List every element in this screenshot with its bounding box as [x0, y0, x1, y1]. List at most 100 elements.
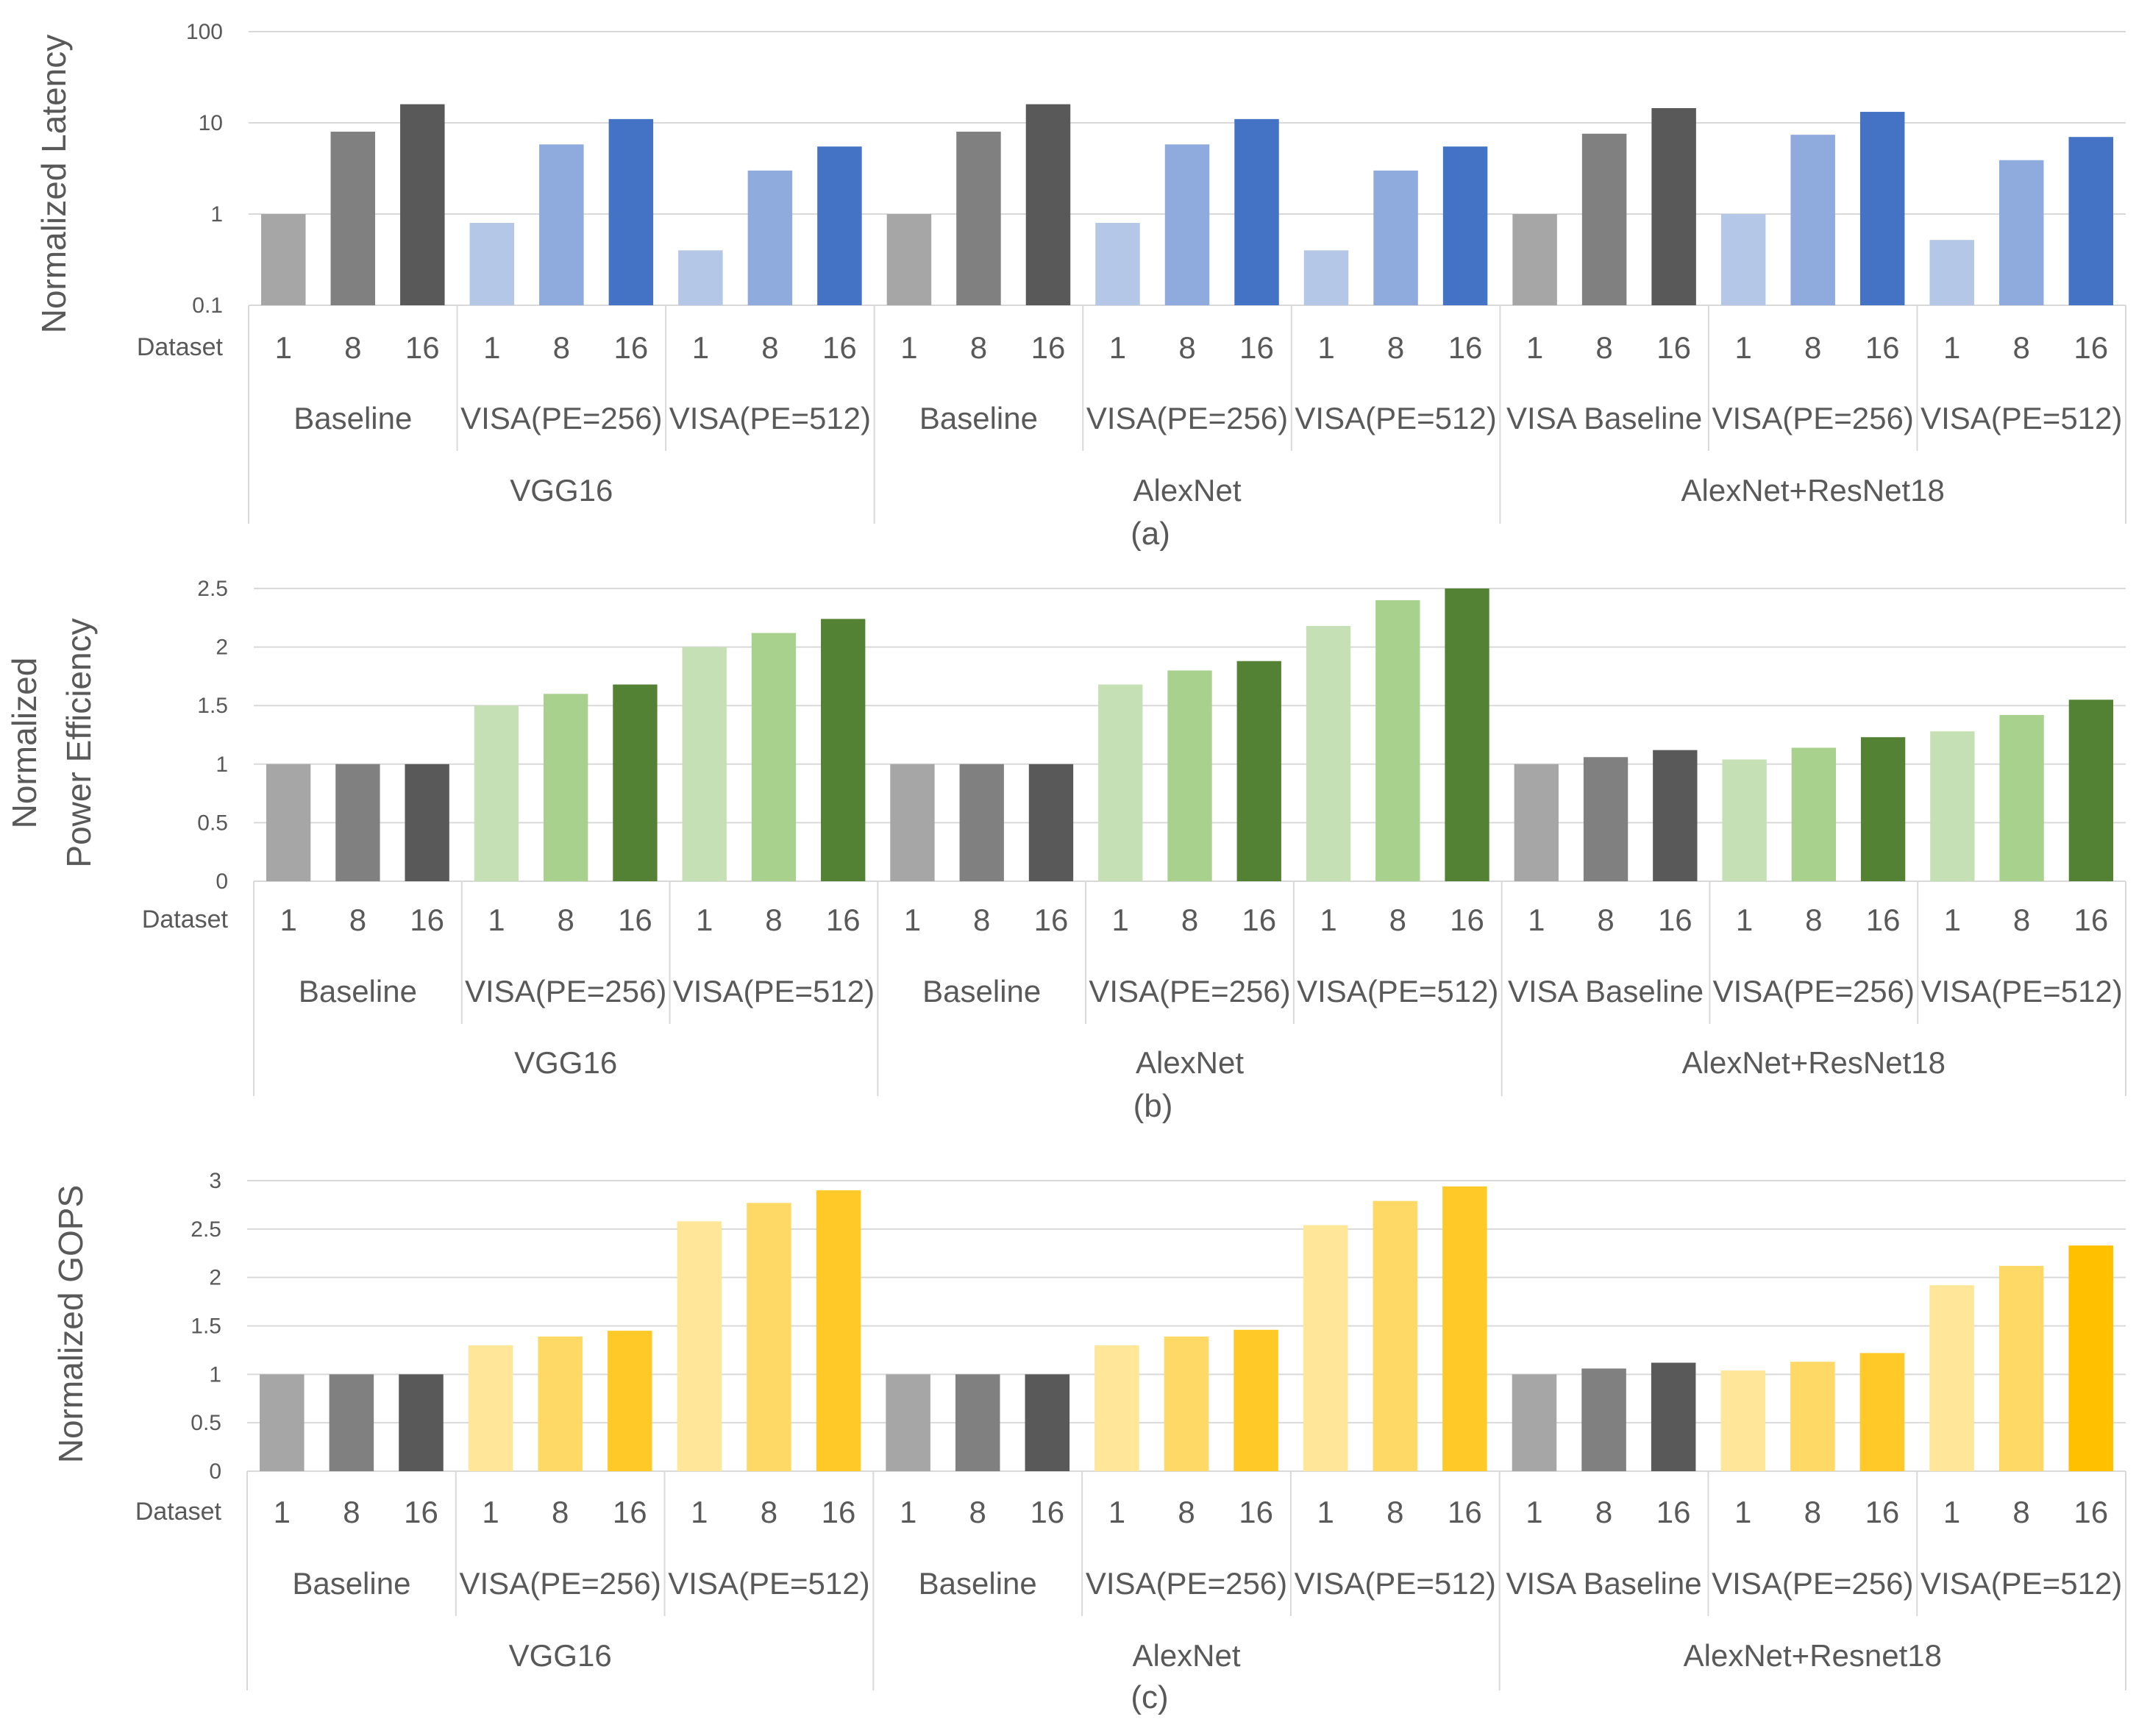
config-label: Baseline — [919, 1566, 1037, 1601]
bar — [1859, 1353, 1905, 1471]
dataset-tick-label: 8 — [1389, 903, 1406, 937]
bar — [1581, 133, 1627, 305]
bar — [1375, 600, 1420, 881]
dataset-tick-label: 16 — [1656, 1495, 1691, 1529]
y-tick-label: 2.5 — [197, 577, 228, 601]
dataset-tick-label: 8 — [1805, 903, 1822, 937]
bar — [1234, 1329, 1278, 1471]
panel-power-efficiency: 0 0.5 1 1.5 2 2.5 Normalized Power Efficiency 1 8… — [5, 577, 2126, 1124]
bar — [468, 1345, 513, 1471]
y-axis-title: Normalized — [5, 658, 43, 829]
config-label: VISA(PE=256) — [1086, 1566, 1287, 1601]
config-label: Baseline — [292, 1566, 410, 1601]
dataset-tick-label: 16 — [1865, 330, 1900, 365]
bar — [886, 1374, 930, 1471]
dataset-tick-label: 8 — [552, 1495, 569, 1529]
bar — [677, 1221, 722, 1471]
config-label: VISA(PE=512) — [668, 1566, 869, 1601]
bar — [539, 144, 584, 305]
bar — [260, 1374, 305, 1471]
dataset-tick-label: 1 — [691, 1495, 708, 1529]
y-tick-label: 0 — [216, 869, 228, 894]
y-tick-label: 1 — [209, 1362, 221, 1387]
config-label: VISA Baseline — [1508, 974, 1704, 1008]
bar — [1651, 1362, 1696, 1471]
bar — [1720, 214, 1766, 305]
model-label: VGG16 — [510, 473, 613, 508]
bar — [1791, 747, 1836, 881]
y-tick-label: 1.5 — [197, 694, 228, 718]
config-label: VISA(PE=256) — [1713, 974, 1915, 1008]
bar — [959, 764, 1004, 881]
model-label: AlexNet — [1133, 473, 1241, 508]
dataset-tick-label: 8 — [969, 1495, 986, 1529]
y-axis-title: Normalized Latency — [35, 35, 73, 334]
y-tick-label: 1.5 — [191, 1315, 221, 1339]
bar — [405, 764, 449, 881]
bar — [544, 694, 588, 881]
bar — [2068, 700, 2114, 881]
bar — [1651, 107, 1696, 306]
bar — [608, 118, 654, 305]
bar — [1236, 661, 1281, 881]
bar — [1512, 214, 1557, 305]
panel-latency: 0.1 1 10 100 Normalized Latency 1 8 16 1 8 16 1 8 16 1… — [35, 20, 2126, 552]
bar — [890, 764, 935, 881]
model-label: AlexNet+ResNet18 — [1682, 1045, 1946, 1080]
model-label: VGG16 — [509, 1638, 612, 1673]
config-label: VISA(PE=256) — [1089, 974, 1290, 1008]
bar — [1514, 764, 1559, 881]
bar — [400, 104, 445, 305]
bar — [261, 214, 306, 305]
bar — [816, 1190, 861, 1471]
bar — [1653, 750, 1698, 881]
y-tick-label: 2.5 — [191, 1217, 221, 1242]
bar — [1028, 764, 1074, 881]
config-label: VISA(PE=512) — [1921, 1566, 2122, 1601]
y-tick-label: 10 — [199, 111, 223, 135]
bar — [1581, 1368, 1626, 1471]
dataset-tick-label: 1 — [1528, 903, 1545, 937]
dataset-tick-label: 8 — [557, 903, 574, 937]
config-label: VISA(PE=512) — [1297, 974, 1498, 1008]
y-tick-label: 2 — [209, 1266, 221, 1290]
dataset-tick-label: 16 — [1865, 1495, 1900, 1529]
bar — [817, 146, 862, 305]
panel-caption: (a) — [1131, 516, 1170, 552]
dataset-tick-label: 1 — [1736, 903, 1753, 937]
bar — [266, 764, 311, 881]
dataset-tick-label: 16 — [1866, 903, 1901, 937]
y-tick-label: 0.5 — [191, 1411, 221, 1435]
bar — [469, 223, 515, 305]
dataset-tick-label: 8 — [2012, 1495, 2029, 1529]
dataset-tick-label: 16 — [1448, 1495, 1482, 1529]
dataset-tick-label: 16 — [2074, 330, 2108, 365]
dataset-tick-label: 1 — [692, 330, 709, 365]
dataset-tick-label: 1 — [1734, 1495, 1751, 1529]
bar — [2068, 1245, 2113, 1471]
dataset-tick-label: 8 — [349, 903, 366, 937]
dataset-tick-label: 8 — [765, 903, 782, 937]
dataset-tick-label: 8 — [970, 330, 987, 365]
bar — [1094, 1345, 1139, 1471]
bar — [1859, 112, 1905, 305]
bar — [613, 684, 658, 881]
bar — [1095, 223, 1140, 305]
dataset-tick-label: 16 — [1448, 330, 1483, 365]
dataset-tick-label: 8 — [1387, 1495, 1403, 1529]
dataset-tick-label: 1 — [904, 903, 921, 937]
y-tick-label: 0 — [209, 1459, 221, 1484]
dataset-tick-label: 1 — [482, 1495, 499, 1529]
bar — [751, 633, 797, 881]
dataset-tick-label: 16 — [822, 1495, 856, 1529]
dataset-tick-label: 1 — [1526, 1495, 1542, 1529]
bar — [955, 1374, 1000, 1471]
config-label: Baseline — [922, 974, 1041, 1008]
bar — [1790, 1362, 1835, 1471]
dataset-tick-label: 16 — [1239, 1495, 1273, 1529]
bar — [538, 1336, 583, 1471]
dataset-tick-label: 16 — [2074, 1495, 2108, 1529]
dataset-tick-label: 16 — [1450, 903, 1484, 937]
dataset-tick-label: 16 — [1031, 330, 1066, 365]
dataset-tick-label: 8 — [1178, 330, 1195, 365]
